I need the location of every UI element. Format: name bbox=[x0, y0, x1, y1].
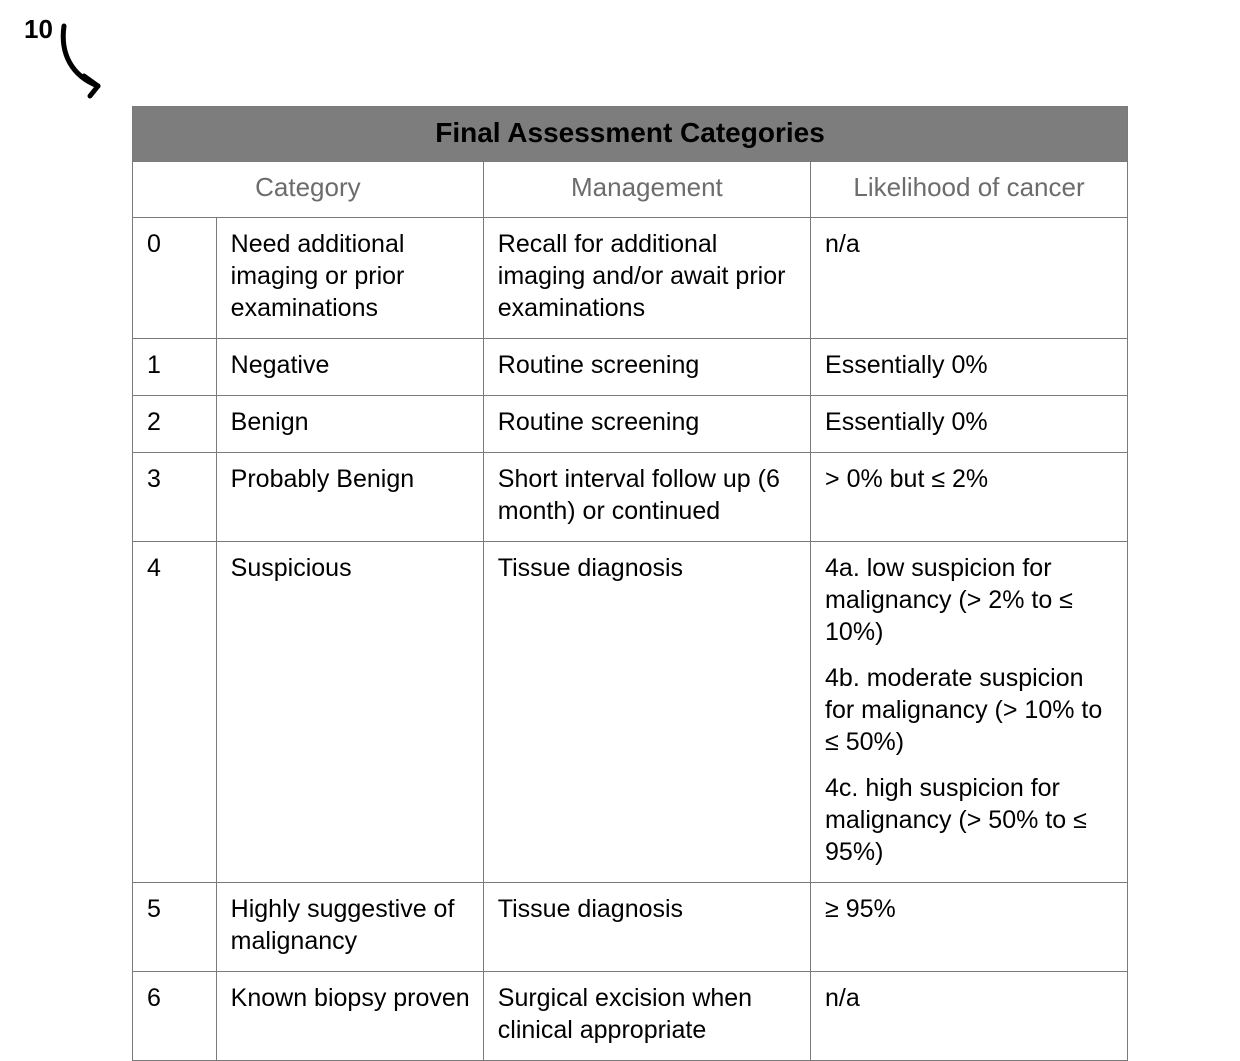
cell-category-desc: Suspicious bbox=[216, 542, 483, 883]
likelihood-line: ≥ 95% bbox=[825, 893, 1115, 925]
cell-likelihood: > 0% but ≤ 2% bbox=[811, 453, 1128, 542]
cell-management: Surgical excision when clinical appropri… bbox=[483, 972, 810, 1061]
cell-category-desc: Probably Benign bbox=[216, 453, 483, 542]
likelihood-line: Essentially 0% bbox=[825, 406, 1115, 438]
assessment-table-container: Final Assessment Categories Category Man… bbox=[132, 106, 1128, 1061]
cell-category-number: 1 bbox=[133, 339, 217, 396]
table-header-row: Category Management Likelihood of cancer bbox=[133, 162, 1128, 218]
figure-number-label: 10 bbox=[24, 14, 53, 45]
cell-management: Routine screening bbox=[483, 396, 810, 453]
table-row: 2BenignRoutine screening Essentially 0% bbox=[133, 396, 1128, 453]
likelihood-line: 4b. moderate suspicion for malignancy (>… bbox=[825, 662, 1115, 758]
cell-category-desc: Need additional imaging or prior examina… bbox=[216, 218, 483, 339]
cell-likelihood: n/a bbox=[811, 218, 1128, 339]
table-row: 4SuspiciousTissue diagnosis4a. low suspi… bbox=[133, 542, 1128, 883]
table-body: 0Need additional imaging or prior examin… bbox=[133, 218, 1128, 1061]
likelihood-line: n/a bbox=[825, 982, 1115, 1014]
assessment-table: Final Assessment Categories Category Man… bbox=[132, 106, 1128, 1061]
cell-likelihood: ≥ 95% bbox=[811, 883, 1128, 972]
cell-likelihood: Essentially 0% bbox=[811, 396, 1128, 453]
likelihood-line: 4a. low suspicion for malignancy (> 2% t… bbox=[825, 552, 1115, 648]
table-row: 3Probably BenignShort interval follow up… bbox=[133, 453, 1128, 542]
table-row: 6Known biopsy provenSurgical excision wh… bbox=[133, 972, 1128, 1061]
table-row: 0Need additional imaging or prior examin… bbox=[133, 218, 1128, 339]
cell-category-number: 0 bbox=[133, 218, 217, 339]
col-header-category: Category bbox=[133, 162, 484, 218]
table-title: Final Assessment Categories bbox=[133, 107, 1128, 162]
cell-category-number: 5 bbox=[133, 883, 217, 972]
cell-category-desc: Known biopsy proven bbox=[216, 972, 483, 1061]
cell-likelihood: Essentially 0% bbox=[811, 339, 1128, 396]
col-header-likelihood: Likelihood of cancer bbox=[811, 162, 1128, 218]
cell-category-number: 3 bbox=[133, 453, 217, 542]
table-row: 5Highly suggestive of malignancyTissue d… bbox=[133, 883, 1128, 972]
callout-arrow-icon bbox=[54, 20, 124, 100]
cell-category-desc: Highly suggestive of malignancy bbox=[216, 883, 483, 972]
cell-category-number: 6 bbox=[133, 972, 217, 1061]
cell-management: Tissue diagnosis bbox=[483, 542, 810, 883]
cell-category-number: 4 bbox=[133, 542, 217, 883]
likelihood-line: n/a bbox=[825, 228, 1115, 260]
cell-category-desc: Negative bbox=[216, 339, 483, 396]
cell-category-number: 2 bbox=[133, 396, 217, 453]
cell-management: Tissue diagnosis bbox=[483, 883, 810, 972]
likelihood-line: 4c. high suspicion for malignancy (> 50%… bbox=[825, 772, 1115, 868]
cell-management: Short interval follow up (6 month) or co… bbox=[483, 453, 810, 542]
cell-likelihood: 4a. low suspicion for malignancy (> 2% t… bbox=[811, 542, 1128, 883]
cell-likelihood: n/a bbox=[811, 972, 1128, 1061]
col-header-management: Management bbox=[483, 162, 810, 218]
likelihood-line: Essentially 0% bbox=[825, 349, 1115, 381]
cell-management: Recall for additional imaging and/or awa… bbox=[483, 218, 810, 339]
cell-category-desc: Benign bbox=[216, 396, 483, 453]
table-row: 1NegativeRoutine screening Essentially 0% bbox=[133, 339, 1128, 396]
likelihood-line: > 0% but ≤ 2% bbox=[825, 463, 1115, 495]
cell-management: Routine screening bbox=[483, 339, 810, 396]
